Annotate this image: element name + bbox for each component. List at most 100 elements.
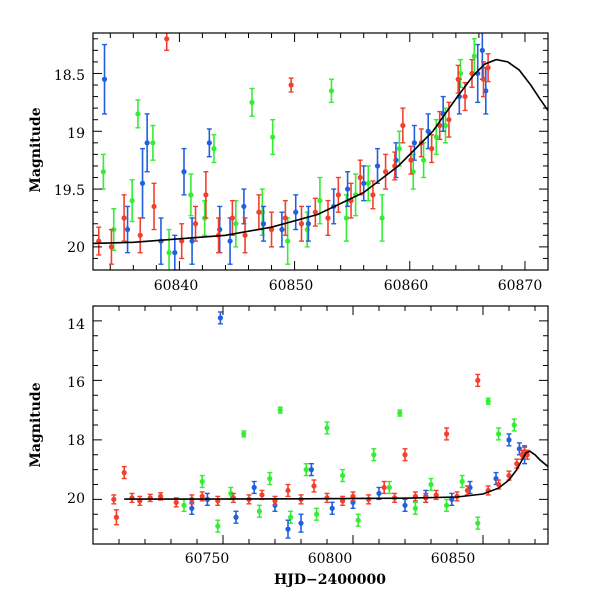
green-data-point — [386, 480, 392, 495]
bottom-panel-ticks — [92, 305, 548, 545]
red-data-point — [229, 199, 235, 237]
red-data-point — [121, 194, 127, 242]
bottom-y-axis-label: Magnitude — [28, 382, 44, 467]
green-data-point — [444, 498, 450, 512]
bottom-y-tick-label: 20 — [67, 491, 85, 507]
blue-data-point — [376, 486, 382, 501]
red-data-point — [268, 211, 275, 248]
green-data-point — [303, 462, 309, 477]
top-y-axis-label: Magnitude — [28, 107, 44, 192]
blue-data-point — [305, 205, 312, 242]
red-data-point — [464, 485, 470, 496]
red-data-point — [408, 145, 414, 175]
blue-data-point — [329, 501, 335, 515]
blue-data-point — [101, 43, 108, 115]
blue-data-point — [189, 217, 195, 265]
blue-data-point — [285, 519, 291, 539]
top-panel-ticks — [93, 33, 549, 271]
red-data-point — [506, 470, 512, 481]
bottom-y-tick-label: 14 — [67, 317, 85, 333]
blue-data-point — [206, 128, 212, 158]
green-data-point — [428, 477, 434, 492]
blue-data-point — [124, 205, 131, 254]
green-data-point — [471, 38, 477, 75]
green-data-point — [150, 124, 156, 161]
green-data-point — [397, 409, 403, 417]
bottom-x-tick-label: 60750 — [185, 551, 230, 567]
green-data-point — [317, 176, 323, 225]
red-data-point — [151, 182, 157, 231]
blue-data-point — [172, 234, 178, 270]
red-data-point — [382, 153, 389, 190]
green-data-point — [496, 427, 502, 441]
bottom-x-tick-label: 60850 — [431, 551, 476, 567]
red-data-point — [311, 479, 317, 493]
green-data-point — [475, 516, 481, 530]
top-panel: 60840 60850 60860 60870 18.5 19 19.5 20 … — [28, 32, 549, 294]
blue-data-point — [293, 194, 299, 231]
green-data-point — [365, 165, 371, 202]
green-data-point — [270, 119, 276, 156]
green-data-point — [135, 99, 141, 129]
red-data-point — [402, 448, 408, 462]
red-data-point — [285, 483, 291, 498]
top-y-tick-label: 20 — [67, 240, 85, 256]
green-data-point — [188, 173, 194, 217]
bottom-panel: 60750 60800 60850 14 16 18 20 Magnitude … — [28, 305, 549, 588]
red-data-point — [111, 494, 117, 505]
green-data-point — [340, 468, 346, 483]
top-x-tick-label: 60850 — [269, 278, 314, 294]
top-x-tick-label: 60870 — [498, 278, 543, 294]
top-panel-frame — [92, 32, 549, 271]
top-y-tick-label: 18.5 — [54, 68, 85, 84]
blue-data-point — [233, 510, 239, 524]
green-data-point — [371, 448, 377, 462]
green-data-point — [355, 513, 361, 527]
red-data-point — [335, 176, 341, 213]
red-data-point — [242, 217, 248, 254]
red-data-point — [96, 226, 102, 256]
blue-data-point — [374, 147, 381, 184]
top-x-tick-label: 60860 — [384, 278, 429, 294]
red-data-point — [108, 228, 115, 265]
bottom-x-tick-label: 60800 — [308, 551, 353, 567]
green-data-point — [129, 179, 135, 223]
green-data-point — [324, 421, 330, 435]
blue-data-point — [260, 205, 267, 242]
blue-data-point — [298, 513, 304, 533]
top-x-tick-label: 60840 — [154, 278, 199, 294]
x-axis-label: HJD−2400000 — [274, 572, 386, 588]
green-data-point — [379, 194, 385, 242]
bottom-y-tick-label: 18 — [67, 433, 85, 449]
green-data-point — [328, 78, 335, 104]
blue-data-point — [279, 211, 285, 248]
blue-data-point — [144, 113, 150, 173]
red-data-point — [444, 427, 450, 441]
bottom-panel-data-points — [111, 311, 530, 539]
green-data-point — [256, 504, 262, 518]
green-data-point — [288, 510, 294, 524]
red-data-point — [400, 107, 406, 144]
green-data-point — [412, 501, 418, 515]
blue-data-point — [181, 147, 187, 196]
bottom-y-tick-label: 16 — [67, 375, 85, 391]
red-data-point — [325, 199, 331, 237]
green-data-point — [343, 194, 350, 242]
red-data-point — [381, 480, 387, 495]
red-data-point — [164, 33, 170, 52]
green-data-point — [485, 397, 491, 405]
red-data-point — [437, 110, 443, 141]
red-data-point — [282, 199, 288, 237]
green-data-point — [241, 430, 247, 438]
blue-data-point — [506, 433, 512, 447]
red-data-point — [288, 77, 294, 93]
blue-data-point — [483, 66, 489, 115]
green-data-point — [314, 507, 320, 521]
red-data-point — [203, 171, 209, 219]
red-data-point — [475, 373, 481, 388]
top-panel-model-curve — [93, 58, 548, 245]
red-data-point — [298, 205, 305, 242]
blue-data-point — [251, 480, 257, 495]
red-data-point — [179, 223, 185, 260]
